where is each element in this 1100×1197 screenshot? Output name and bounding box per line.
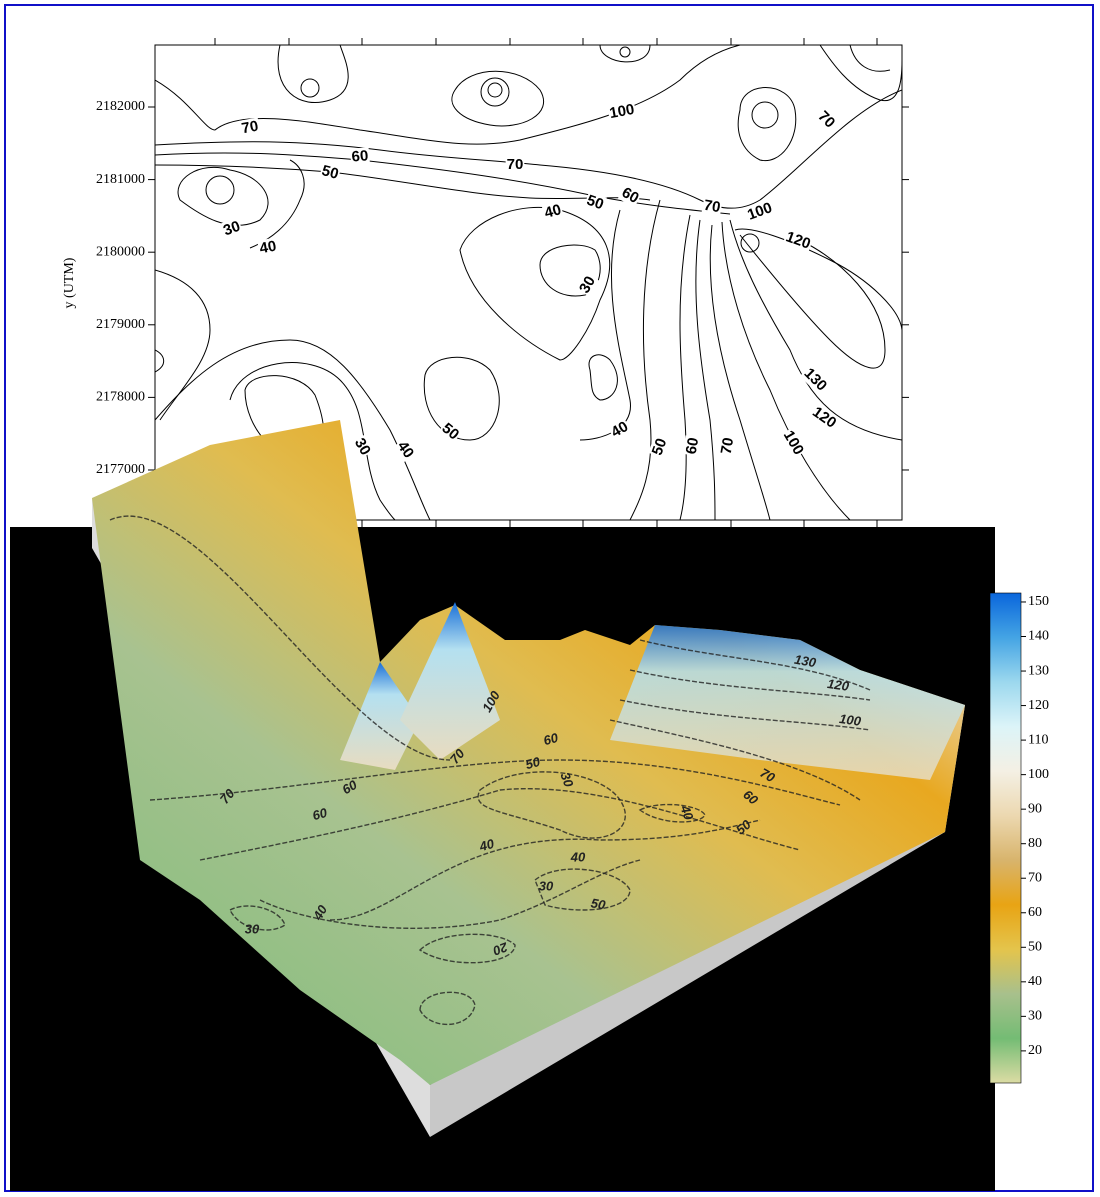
contour-label: 60 xyxy=(351,147,369,165)
colorbar: 20 30 40 50 60 70 80 90 100 110 120 130 140 150 xyxy=(990,593,1049,1083)
colorbar-tick-label: 80 xyxy=(1028,836,1042,851)
colorbar-tick-label: 40 xyxy=(1028,974,1042,989)
y-tick-label: 2180000 xyxy=(96,244,145,259)
y-tick-label: 2178000 xyxy=(96,390,145,405)
colorbar-tick-label: 130 xyxy=(1028,663,1049,678)
surface-contour-label: 120 xyxy=(826,676,850,694)
contour-label: 60 xyxy=(683,436,703,455)
contour-label: 40 xyxy=(258,238,277,258)
colorbar-tick-label: 60 xyxy=(1028,905,1042,920)
colorbar-tick-label: 70 xyxy=(1028,870,1042,885)
y-tick-label: 2177000 xyxy=(96,462,145,477)
contour-label: 70 xyxy=(718,436,738,455)
y-tick-label: 2181000 xyxy=(96,172,145,187)
colorbar-tick-label: 50 xyxy=(1028,940,1042,955)
colorbar-tick-label: 140 xyxy=(1028,629,1049,644)
colorbar-tick-label: 150 xyxy=(1028,594,1049,609)
surface-contour-label: 30 xyxy=(539,878,554,893)
surface-contour-label: 40 xyxy=(570,849,586,864)
y-tick-label: 2179000 xyxy=(96,317,145,332)
y-axis-label: y (UTM) xyxy=(62,257,77,308)
colorbar-tick-label: 20 xyxy=(1028,1043,1042,1058)
colorbar-ramp xyxy=(990,593,1021,1083)
page: 2177000 2178000 2179000 2180000 2181000 21820… xyxy=(0,0,1100,1197)
colorbar-tick-label: 120 xyxy=(1028,698,1049,713)
colorbar-tick-label: 110 xyxy=(1028,732,1048,747)
figure: 2177000 2178000 2179000 2180000 2181000 21820… xyxy=(0,0,1100,1197)
colorbar-tick-label: 90 xyxy=(1028,801,1042,816)
y-tick-label: 2182000 xyxy=(96,99,145,114)
contour-label: 70 xyxy=(507,156,524,173)
colorbar-tick-label: 100 xyxy=(1028,767,1049,782)
contour-label: 70 xyxy=(702,197,721,217)
surface-contour-label: 100 xyxy=(838,711,862,729)
colorbar-tick-label: 30 xyxy=(1028,1009,1042,1024)
contour-label: 70 xyxy=(240,118,259,138)
surface-contour-label: 30 xyxy=(245,921,260,936)
